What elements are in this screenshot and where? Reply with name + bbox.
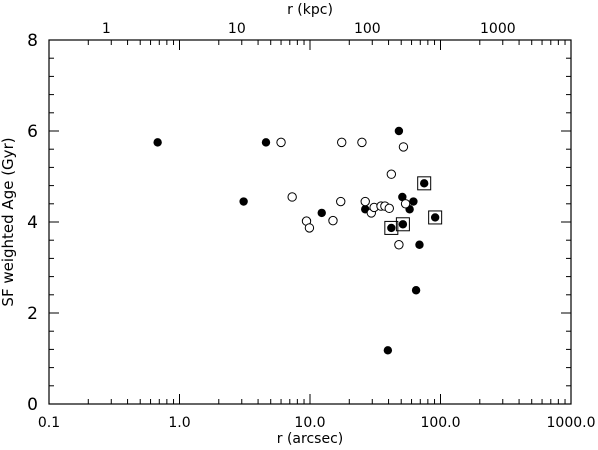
x2-tick-label: 10 <box>228 21 246 37</box>
boxed-point <box>430 213 440 222</box>
filled-point <box>415 240 424 249</box>
boxed-point <box>398 220 408 229</box>
open-point <box>337 137 347 148</box>
x-axis: 0.1 1.0 10.0 100.0 1000.0 <box>38 394 596 431</box>
filled-point <box>317 208 326 218</box>
boxed-point <box>387 223 396 233</box>
open-point <box>384 203 394 214</box>
x2-tick-label: 1000 <box>480 21 516 37</box>
x-tick-label: 10.0 <box>294 415 325 431</box>
x-axis-title: r (arcsec) <box>277 431 343 447</box>
boxed-point <box>419 179 429 188</box>
open-point <box>336 196 346 207</box>
open-point <box>304 223 315 233</box>
open-point <box>328 215 338 226</box>
open-point <box>357 137 367 148</box>
filled-point <box>394 126 404 136</box>
data-points <box>153 126 443 355</box>
square-marker <box>395 217 410 232</box>
x2-axis-title: r (kpc) <box>287 2 333 18</box>
y-tick-label: 8 <box>27 31 38 51</box>
square-marker <box>428 210 443 225</box>
x2-tick-label: 100 <box>354 21 381 37</box>
x2-tick-label: 1 <box>102 21 111 37</box>
open-point <box>276 137 286 148</box>
square-marker <box>417 176 432 191</box>
open-point <box>398 142 409 152</box>
filled-point <box>409 197 418 206</box>
open-point <box>360 196 370 207</box>
filled-point <box>261 138 271 147</box>
y-tick-label: 4 <box>27 213 38 233</box>
filled-point <box>239 197 248 206</box>
open-point <box>386 169 397 179</box>
open-point <box>394 240 404 250</box>
y-axis-title: SF weighted Age (Gyr) <box>0 137 17 306</box>
filled-point <box>411 286 421 295</box>
y-tick-label: 6 <box>27 122 38 142</box>
square-marker <box>384 220 399 235</box>
open-point <box>287 192 297 202</box>
filled-point <box>383 346 393 355</box>
x-tick-label: 100.0 <box>420 415 460 431</box>
filled-point <box>398 192 407 202</box>
x-tick-label: 1000.0 <box>547 415 596 431</box>
y-tick-label: 0 <box>27 395 38 415</box>
y-axis: 0 2 4 6 8 <box>27 31 571 415</box>
x2-axis-kpc: 1 10 100 1000 <box>48 21 566 50</box>
filled-point <box>153 138 162 147</box>
open-point <box>400 199 411 209</box>
y-tick-label: 2 <box>27 304 38 324</box>
x-tick-label: 1.0 <box>168 415 190 431</box>
x-tick-label: 0.1 <box>38 415 60 431</box>
